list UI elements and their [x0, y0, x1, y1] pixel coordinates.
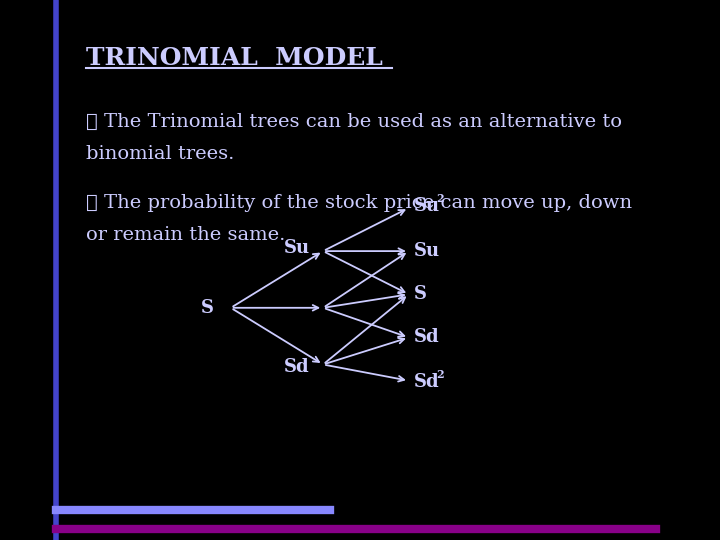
Text: Sd: Sd — [284, 358, 309, 376]
Text: TRINOMIAL  MODEL: TRINOMIAL MODEL — [86, 46, 382, 70]
Text: S: S — [414, 285, 427, 303]
Text: Su: Su — [414, 242, 440, 260]
Text: Su: Su — [284, 239, 310, 258]
Text: Sd: Sd — [414, 328, 440, 347]
Text: Su: Su — [414, 197, 440, 215]
Text: Sd: Sd — [414, 373, 440, 392]
Text: S: S — [201, 299, 214, 317]
Text: binomial trees.: binomial trees. — [86, 145, 234, 163]
Text: or remain the same.: or remain the same. — [86, 226, 285, 244]
Text: 2: 2 — [436, 193, 444, 204]
Text: ✓ The Trinomial trees can be used as an alternative to: ✓ The Trinomial trees can be used as an … — [86, 113, 621, 131]
Text: 2: 2 — [436, 369, 444, 380]
Text: ✓ The probability of the stock price can move up, down: ✓ The probability of the stock price can… — [86, 194, 632, 212]
